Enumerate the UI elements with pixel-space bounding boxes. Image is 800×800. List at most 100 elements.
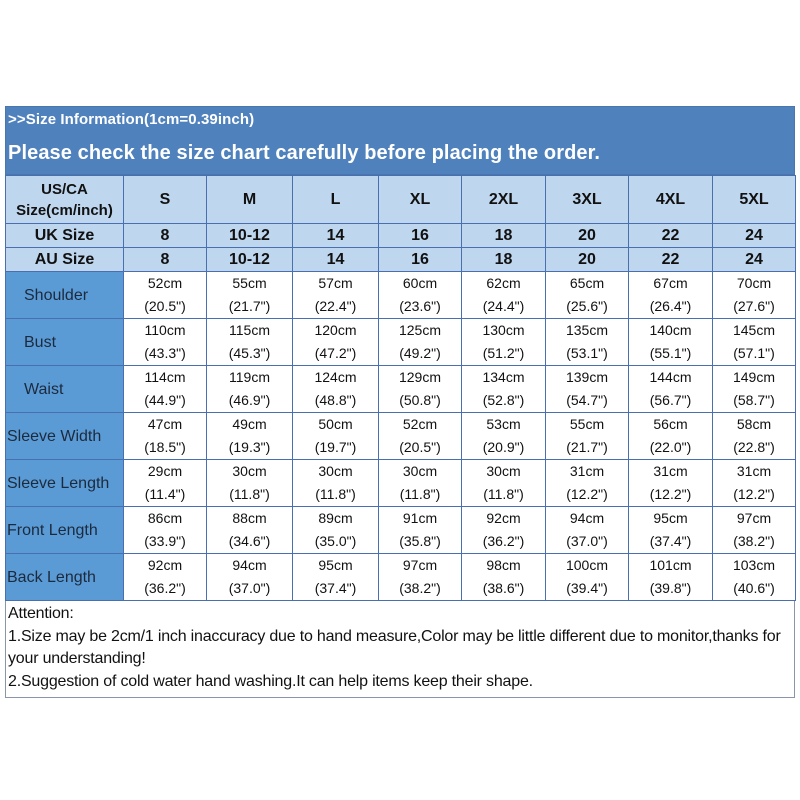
measurement-cell: 94cm (37.0") (206, 553, 293, 601)
measurement-inch: (45.3") (228, 345, 271, 361)
measurement-cm: 115cm (229, 322, 270, 338)
measurement-cell: 100cm (39.4") (545, 553, 629, 601)
measurement-cell: 30cm (11.8") (461, 459, 546, 507)
measurement-cell: 57cm (22.4") (292, 271, 379, 319)
measurement-label-text: Shoulder (24, 286, 89, 304)
measurement-cm: 53cm (486, 416, 521, 432)
size-table: US/CA Size(cm/inch) S M L XL 2XL 3XL 4XL… (5, 175, 796, 601)
measurement-inch: (38.2") (399, 580, 441, 596)
measurement-cm: 97cm (402, 557, 438, 573)
measurement-cm: 88cm (232, 510, 267, 526)
measurement-cm: 124cm (314, 369, 357, 385)
measurement-cm: 47cm (147, 416, 183, 432)
measurement-cm: 30cm (402, 463, 438, 479)
measurement-cm: 140cm (649, 322, 692, 338)
size-chart: >>Size Information(1cm=0.39inch) Please … (5, 106, 796, 698)
measurement-cm: 55cm (569, 416, 605, 432)
measurement-cm: 56cm (653, 416, 688, 432)
attention-notes: Attention: 1.Size may be 2cm/1 inch inac… (5, 601, 795, 698)
size-col-header: 3XL (545, 175, 629, 224)
measurement-cell: 140cm (55.1") (628, 318, 713, 366)
measurement-cell: 89cm (35.0") (292, 506, 379, 554)
size-info-banner: >>Size Information(1cm=0.39inch) Please … (5, 106, 795, 175)
measurement-cell: 145cm (57.1") (712, 318, 796, 366)
measurement-cm: 95cm (653, 510, 688, 526)
measurement-cm: 89cm (318, 510, 353, 526)
measurement-cm: 110cm (144, 322, 186, 338)
measurement-inch: (35.8") (399, 533, 441, 549)
uk-size-cell: 22 (628, 223, 713, 248)
size-col-header: 5XL (712, 175, 796, 224)
au-size-cell: 8 (123, 247, 207, 272)
measurement-cell: 60cm (23.6") (378, 271, 462, 319)
measurement-inch: (11.4") (144, 486, 186, 502)
measurement-cm: 62cm (486, 275, 521, 291)
measurement-cm: 98cm (486, 557, 521, 573)
measurement-cell: 50cm (19.7") (292, 412, 379, 460)
measurement-cell: 97cm (38.2") (712, 506, 796, 554)
measurement-label-text: Sleeve Length (7, 474, 110, 492)
measurement-cell: 101cm (39.8") (628, 553, 713, 601)
attention-note-2: 2.Suggestion of cold water hand washing.… (8, 672, 533, 690)
measurement-cell: 103cm (40.6") (712, 553, 796, 601)
measurement-cm: 114cm (144, 369, 186, 385)
measurement-inch: (22.4") (314, 298, 357, 314)
size-info-title: >>Size Information(1cm=0.39inch) (8, 111, 255, 128)
measurement-cm: 94cm (569, 510, 605, 526)
measurement-row: Sleeve Length 29cm (11.4") 30cm (11.8") 30cm (… (5, 459, 796, 507)
measurement-inch: (19.3") (228, 439, 271, 455)
measurement-inch: (58.7") (733, 392, 775, 408)
au-size-row: AU Size 8 10-12 14 16 18 20 22 24 (5, 247, 796, 272)
measurement-cell: 139cm (54.7") (545, 365, 629, 413)
measurement-cell: 55cm (21.7") (545, 412, 629, 460)
size-header-row: US/CA Size(cm/inch) S M L XL 2XL 3XL 4XL… (5, 175, 796, 224)
measurement-label: Bust (5, 318, 124, 366)
measurement-cm: 49cm (232, 416, 267, 432)
size-col-header: XL (378, 175, 462, 224)
size-header-label-line1: US/CA (41, 180, 88, 198)
measurement-inch: (50.8") (399, 392, 441, 408)
measurement-cell: 114cm (44.9") (123, 365, 207, 413)
measurement-inch: (18.5") (144, 439, 186, 455)
measurement-cell: 125cm (49.2") (378, 318, 462, 366)
measurement-inch: (49.2") (399, 345, 441, 361)
measurement-cm: 31cm (736, 463, 772, 479)
measurement-cm: 60cm (402, 275, 438, 291)
size-col-header: 2XL (461, 175, 546, 224)
measurement-inch: (57.1") (733, 345, 775, 361)
measurement-inch: (43.3") (144, 345, 186, 361)
measurement-cm: 134cm (482, 369, 525, 385)
measurement-cm: 119cm (229, 369, 270, 385)
measurement-cm: 120cm (314, 322, 357, 338)
measurement-cm: 29cm (147, 463, 183, 479)
measurement-inch: (47.2") (314, 345, 357, 361)
measurement-row: Shoulder 52cm (20.5") 55cm (21.7") 57cm (22.4"… (5, 271, 796, 319)
measurement-cell: 49cm (19.3") (206, 412, 293, 460)
measurement-inch: (39.8") (649, 580, 692, 596)
measurement-cm: 92cm (486, 510, 521, 526)
measurement-row: Front Length 86cm (33.9") 88cm (34.6") 89cm (3… (5, 506, 796, 554)
uk-size-label: UK Size (5, 223, 124, 248)
measurement-cell: 149cm (58.7") (712, 365, 796, 413)
measurement-inch: (56.7") (649, 392, 692, 408)
measurement-cm: 144cm (649, 369, 692, 385)
measurement-inch: (12.2") (733, 486, 775, 502)
measurement-inch: (34.6") (228, 533, 271, 549)
measurement-cell: 67cm (26.4") (628, 271, 713, 319)
measurement-cell: 134cm (52.8") (461, 365, 546, 413)
measurement-label-text: Front Length (7, 521, 98, 539)
measurement-label: Back Length (5, 553, 124, 601)
measurement-cell: 58cm (22.8") (712, 412, 796, 460)
measurement-inch: (12.2") (649, 486, 692, 502)
measurement-cell: 129cm (50.8") (378, 365, 462, 413)
au-size-cell: 10-12 (206, 247, 293, 272)
measurement-inch: (23.6") (399, 298, 441, 314)
measurement-cell: 130cm (51.2") (461, 318, 546, 366)
measurement-cm: 139cm (565, 369, 609, 385)
measurement-label: Shoulder (5, 271, 124, 319)
uk-size-cell: 8 (123, 223, 207, 248)
measurement-cm: 30cm (486, 463, 521, 479)
measurement-inch: (22.0") (649, 439, 692, 455)
uk-size-cell: 18 (461, 223, 546, 248)
measurement-cell: 55cm (21.7") (206, 271, 293, 319)
